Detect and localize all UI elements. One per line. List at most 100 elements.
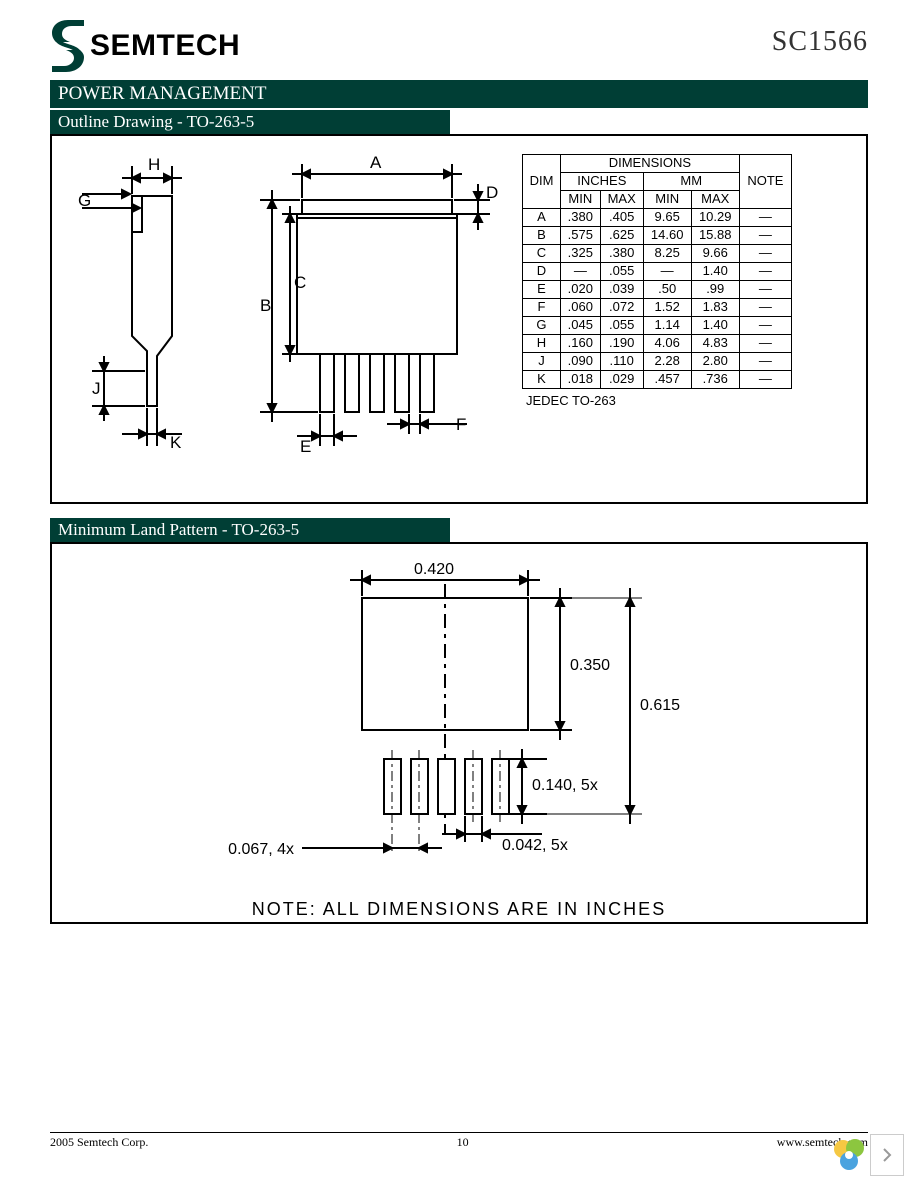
- landpattern-subsection-title: Minimum Land Pattern - TO-263-5: [50, 518, 450, 542]
- table-cell: —: [739, 371, 791, 389]
- table-cell: —: [739, 317, 791, 335]
- company-name: SEMTECH: [90, 29, 240, 63]
- table-cell: —: [560, 263, 600, 281]
- dim-label-f: F: [456, 415, 466, 434]
- th-max2: MAX: [691, 191, 739, 209]
- table-cell: B: [523, 227, 561, 245]
- table-cell: —: [643, 263, 691, 281]
- semtech-s-icon: [50, 20, 86, 72]
- table-cell: .736: [691, 371, 739, 389]
- table-cell: .625: [600, 227, 643, 245]
- dim-label-h: H: [148, 155, 160, 174]
- table-cell: —: [739, 245, 791, 263]
- table-cell: —: [739, 299, 791, 317]
- table-cell: .380: [560, 209, 600, 227]
- dim-label-d: D: [486, 183, 498, 202]
- dim-label-e: E: [300, 437, 311, 456]
- th-min2: MIN: [643, 191, 691, 209]
- table-row: H.160.1904.064.83—: [523, 335, 792, 353]
- table-cell: .090: [560, 353, 600, 371]
- table-cell: .457: [643, 371, 691, 389]
- table-cell: A: [523, 209, 561, 227]
- table-cell: 4.06: [643, 335, 691, 353]
- dim-label-j: J: [92, 379, 101, 398]
- table-cell: .405: [600, 209, 643, 227]
- landpattern-drawing-box: 0.420 0.350 0.615 0.140, 5x 0.042, 5x 0.…: [50, 542, 868, 924]
- footer-copyright: 2005 Semtech Corp.: [50, 1135, 148, 1150]
- table-cell: 1.83: [691, 299, 739, 317]
- dim-label-c: C: [294, 273, 306, 292]
- footer-page: 10: [457, 1135, 469, 1150]
- table-cell: 8.25: [643, 245, 691, 263]
- dim-label-k: K: [170, 433, 182, 452]
- table-cell: .060: [560, 299, 600, 317]
- dim-label-a: A: [370, 153, 382, 172]
- table-cell: .380: [600, 245, 643, 263]
- lp-pinh: 0.140, 5x: [532, 777, 598, 794]
- table-row: K.018.029.457.736—: [523, 371, 792, 389]
- table-cell: 1.40: [691, 317, 739, 335]
- section-title: POWER MANAGEMENT: [50, 80, 868, 108]
- page-footer: 2005 Semtech Corp. 10 www.semtech.com: [50, 1132, 868, 1150]
- table-row: G.045.0551.141.40—: [523, 317, 792, 335]
- table-cell: .110: [600, 353, 643, 371]
- th-mm: MM: [643, 173, 739, 191]
- table-cell: .020: [560, 281, 600, 299]
- jedec-note: JEDEC TO-263: [526, 393, 848, 408]
- table-cell: .045: [560, 317, 600, 335]
- table-cell: 1.52: [643, 299, 691, 317]
- dimensions-table: DIM DIMENSIONS NOTE INCHES MM MIN MAX MI…: [522, 154, 792, 389]
- page-header: SEMTECH SC1566: [50, 20, 868, 72]
- table-cell: D: [523, 263, 561, 281]
- table-cell: .055: [600, 317, 643, 335]
- table-cell: C: [523, 245, 561, 263]
- table-cell: .160: [560, 335, 600, 353]
- table-row: E.020.039.50.99—: [523, 281, 792, 299]
- table-row: J.090.1102.282.80—: [523, 353, 792, 371]
- table-cell: E: [523, 281, 561, 299]
- table-cell: .190: [600, 335, 643, 353]
- part-number: SC1566: [772, 26, 868, 58]
- table-cell: —: [739, 263, 791, 281]
- table-row: D—.055—1.40—: [523, 263, 792, 281]
- table-cell: .029: [600, 371, 643, 389]
- table-cell: .575: [560, 227, 600, 245]
- nav-next-button[interactable]: [870, 1134, 904, 1176]
- table-cell: —: [739, 281, 791, 299]
- table-cell: G: [523, 317, 561, 335]
- table-cell: 1.14: [643, 317, 691, 335]
- landpattern-svg: 0.420 0.350 0.615 0.140, 5x 0.042, 5x 0.…: [62, 554, 852, 874]
- dim-label-b: B: [260, 296, 271, 315]
- table-cell: 2.80: [691, 353, 739, 371]
- lp-total: 0.615: [640, 697, 680, 714]
- table-cell: .99: [691, 281, 739, 299]
- th-inches: INCHES: [560, 173, 643, 191]
- nav-widget: [828, 1134, 904, 1176]
- table-cell: 10.29: [691, 209, 739, 227]
- table-row: B.575.62514.6015.88—: [523, 227, 792, 245]
- th-dimensions: DIMENSIONS: [560, 155, 739, 173]
- company-logo: SEMTECH: [50, 20, 240, 72]
- dim-label-g: G: [78, 191, 91, 210]
- table-cell: .018: [560, 371, 600, 389]
- table-cell: K: [523, 371, 561, 389]
- th-dim: DIM: [523, 155, 561, 209]
- outline-subsection-title: Outline Drawing - TO-263-5: [50, 110, 450, 134]
- table-row: F.060.0721.521.83—: [523, 299, 792, 317]
- table-cell: 9.65: [643, 209, 691, 227]
- table-cell: .039: [600, 281, 643, 299]
- th-min1: MIN: [560, 191, 600, 209]
- table-cell: —: [739, 209, 791, 227]
- package-side-view: H G J K: [62, 146, 222, 486]
- table-cell: F: [523, 299, 561, 317]
- table-row: C.325.3808.259.66—: [523, 245, 792, 263]
- table-cell: 15.88: [691, 227, 739, 245]
- lp-width: 0.420: [414, 561, 454, 578]
- table-cell: 1.40: [691, 263, 739, 281]
- lp-padh: 0.350: [570, 657, 610, 674]
- table-cell: .055: [600, 263, 643, 281]
- package-top-view: A B C D E F: [242, 146, 502, 486]
- lp-pinw: 0.042, 5x: [502, 837, 568, 854]
- table-cell: —: [739, 335, 791, 353]
- table-cell: H: [523, 335, 561, 353]
